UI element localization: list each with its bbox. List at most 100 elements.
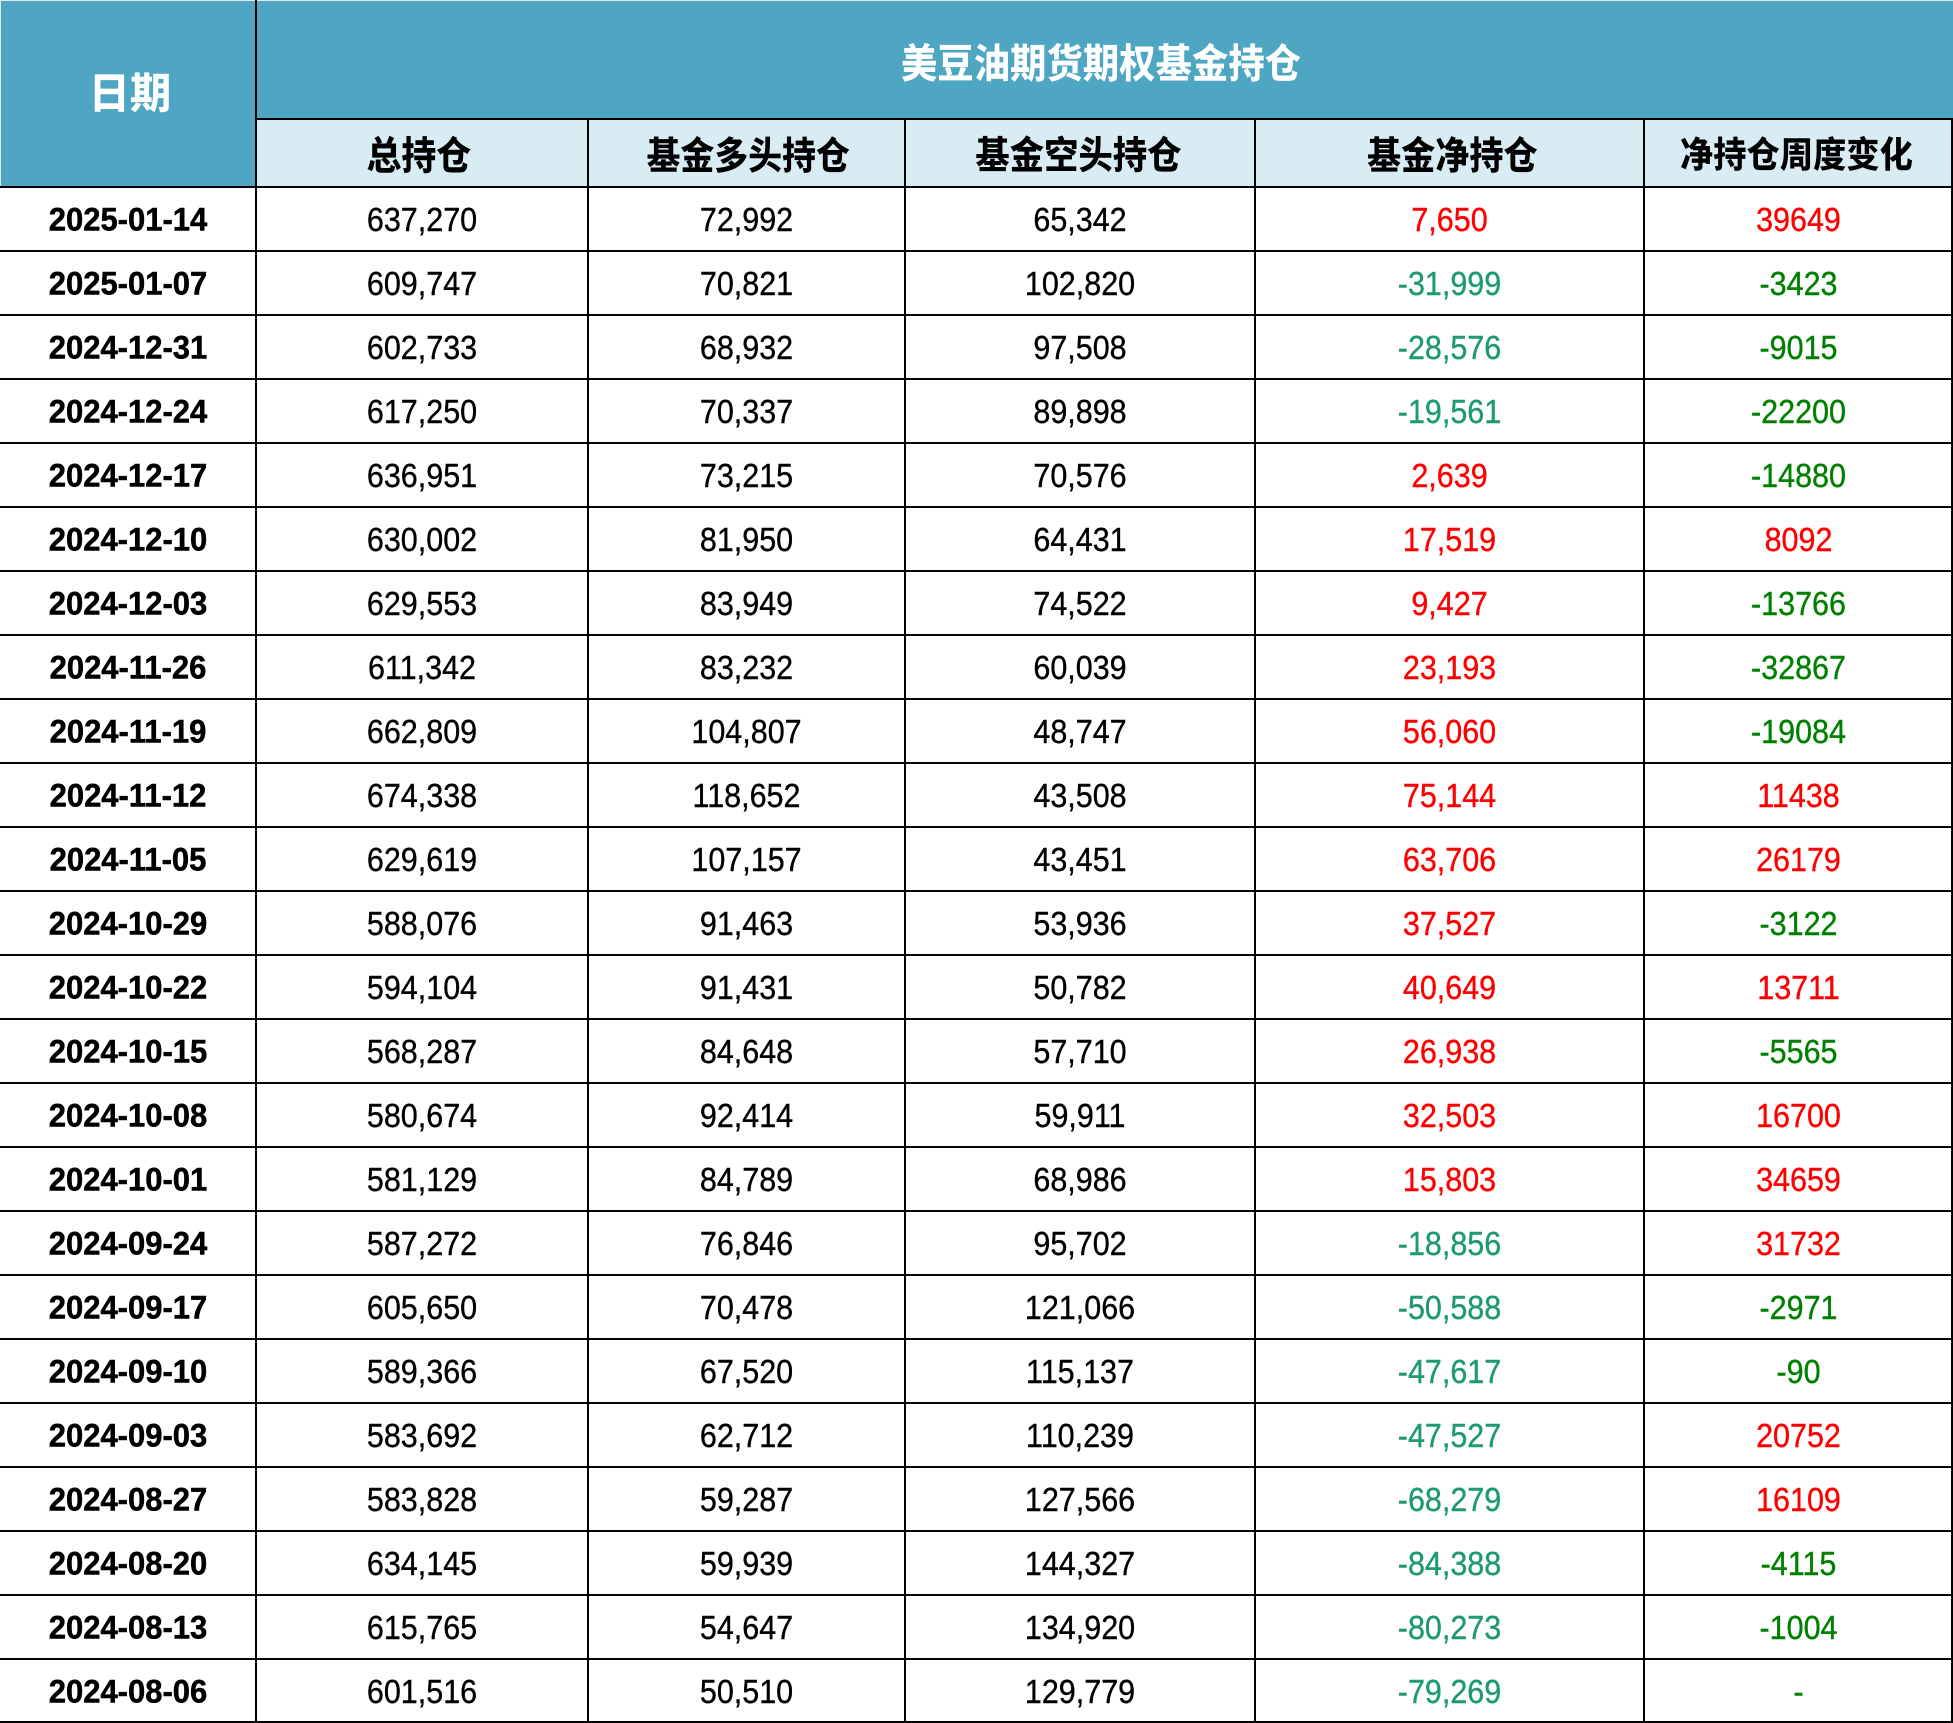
svg-text:-84,388: -84,388 [1398,1545,1501,1583]
svg-text:-13766: -13766 [1751,585,1846,623]
svg-text:-9015: -9015 [1760,329,1838,367]
svg-text:13711: 13711 [1757,969,1840,1007]
svg-text:2025-01-14: 2025-01-14 [49,201,208,238]
svg-text:583,828: 583,828 [367,1481,477,1519]
svg-text:594,104: 594,104 [367,969,477,1007]
svg-text:2024-12-31: 2024-12-31 [49,329,207,366]
svg-text:-32867: -32867 [1751,649,1846,687]
svg-text:630,002: 630,002 [367,521,477,559]
svg-text:95,702: 95,702 [1033,1225,1126,1263]
svg-text:2024-08-06: 2024-08-06 [49,1673,207,1710]
svg-text:121,066: 121,066 [1025,1289,1135,1327]
svg-text:56,060: 56,060 [1403,713,1496,751]
svg-text:2024-09-24: 2024-09-24 [49,1225,208,1262]
svg-text:59,287: 59,287 [700,1481,793,1519]
svg-text:92,414: 92,414 [700,1097,793,1135]
svg-text:59,939: 59,939 [700,1545,793,1583]
svg-text:602,733: 602,733 [367,329,477,367]
svg-text:54,647: 54,647 [700,1609,793,1647]
svg-text:617,250: 617,250 [367,393,477,431]
svg-text:-47,617: -47,617 [1398,1353,1501,1391]
svg-text:2024-12-10: 2024-12-10 [49,521,207,558]
svg-text:-19084: -19084 [1751,713,1846,751]
svg-text:-31,999: -31,999 [1398,265,1501,303]
svg-text:7,650: 7,650 [1411,201,1487,239]
svg-text:70,478: 70,478 [700,1289,793,1327]
svg-text:84,648: 84,648 [700,1033,793,1071]
svg-text:11438: 11438 [1757,777,1840,815]
svg-text:48,747: 48,747 [1033,713,1126,751]
svg-text:568,287: 568,287 [367,1033,477,1071]
svg-text:-: - [1793,1673,1803,1711]
svg-text:16109: 16109 [1756,1481,1841,1519]
svg-text:629,619: 629,619 [367,841,477,879]
svg-text:2024-11-12: 2024-11-12 [50,777,207,814]
svg-text:17,519: 17,519 [1403,521,1496,559]
svg-text:2024-10-15: 2024-10-15 [49,1033,207,1070]
svg-text:53,936: 53,936 [1033,905,1126,943]
svg-text:-3122: -3122 [1760,905,1838,943]
svg-text:31732: 31732 [1756,1225,1841,1263]
svg-text:67,520: 67,520 [700,1353,793,1391]
svg-text:674,338: 674,338 [367,777,477,815]
svg-text:-18,856: -18,856 [1398,1225,1501,1263]
svg-text:26179: 26179 [1756,841,1841,879]
svg-text:75,144: 75,144 [1403,777,1496,815]
svg-text:107,157: 107,157 [691,841,801,879]
svg-text:580,674: 580,674 [367,1097,477,1135]
svg-text:68,932: 68,932 [700,329,793,367]
svg-text:76,846: 76,846 [700,1225,793,1263]
svg-text:-28,576: -28,576 [1398,329,1501,367]
svg-text:91,431: 91,431 [700,969,793,1007]
svg-text:2024-11-05: 2024-11-05 [50,841,207,878]
svg-text:581,129: 581,129 [367,1161,477,1199]
svg-text:81,950: 81,950 [700,521,793,559]
svg-text:144,327: 144,327 [1025,1545,1135,1583]
svg-text:68,986: 68,986 [1033,1161,1126,1199]
svg-text:83,949: 83,949 [700,585,793,623]
svg-text:74,522: 74,522 [1033,585,1126,623]
svg-text:89,898: 89,898 [1033,393,1126,431]
svg-text:115,137: 115,137 [1026,1353,1134,1391]
svg-text:43,508: 43,508 [1033,777,1126,815]
svg-text:73,215: 73,215 [700,457,793,495]
svg-text:-4115: -4115 [1761,1545,1837,1583]
svg-text:83,232: 83,232 [700,649,793,687]
svg-text:-14880: -14880 [1751,457,1846,495]
svg-text:91,463: 91,463 [700,905,793,943]
svg-text:34659: 34659 [1756,1161,1841,1199]
svg-text:64,431: 64,431 [1033,521,1126,559]
svg-text:2,639: 2,639 [1411,457,1487,495]
svg-text:588,076: 588,076 [367,905,477,943]
svg-text:40,649: 40,649 [1403,969,1496,1007]
svg-text:-19,561: -19,561 [1398,393,1501,431]
svg-text:9,427: 9,427 [1411,585,1487,623]
svg-text:20752: 20752 [1756,1417,1841,1455]
svg-text:637,270: 637,270 [367,201,477,239]
svg-text:62,712: 62,712 [700,1417,793,1455]
svg-text:634,145: 634,145 [367,1545,477,1583]
svg-text:127,566: 127,566 [1025,1481,1135,1519]
svg-text:583,692: 583,692 [367,1417,477,1455]
svg-text:-68,279: -68,279 [1398,1481,1501,1519]
svg-text:-80,273: -80,273 [1398,1609,1501,1647]
svg-text:72,992: 72,992 [700,201,793,239]
svg-text:-5565: -5565 [1760,1033,1838,1071]
svg-text:60,039: 60,039 [1033,649,1126,687]
svg-text:2024-10-22: 2024-10-22 [49,969,207,1006]
svg-text:8092: 8092 [1765,521,1833,559]
svg-text:70,576: 70,576 [1033,457,1126,495]
svg-text:2024-09-10: 2024-09-10 [49,1353,207,1390]
svg-text:39649: 39649 [1756,201,1841,239]
svg-text:63,706: 63,706 [1403,841,1496,879]
svg-text:-50,588: -50,588 [1398,1289,1501,1327]
svg-text:2024-08-20: 2024-08-20 [49,1545,207,1582]
svg-text:70,337: 70,337 [700,393,793,431]
svg-text:50,782: 50,782 [1033,969,1126,1007]
svg-text:32,503: 32,503 [1403,1097,1496,1135]
svg-text:104,807: 104,807 [691,713,801,751]
svg-text:70,821: 70,821 [700,265,793,303]
svg-text:102,820: 102,820 [1025,265,1135,303]
svg-text:2024-12-24: 2024-12-24 [49,393,208,430]
svg-text:129,779: 129,779 [1025,1673,1135,1711]
